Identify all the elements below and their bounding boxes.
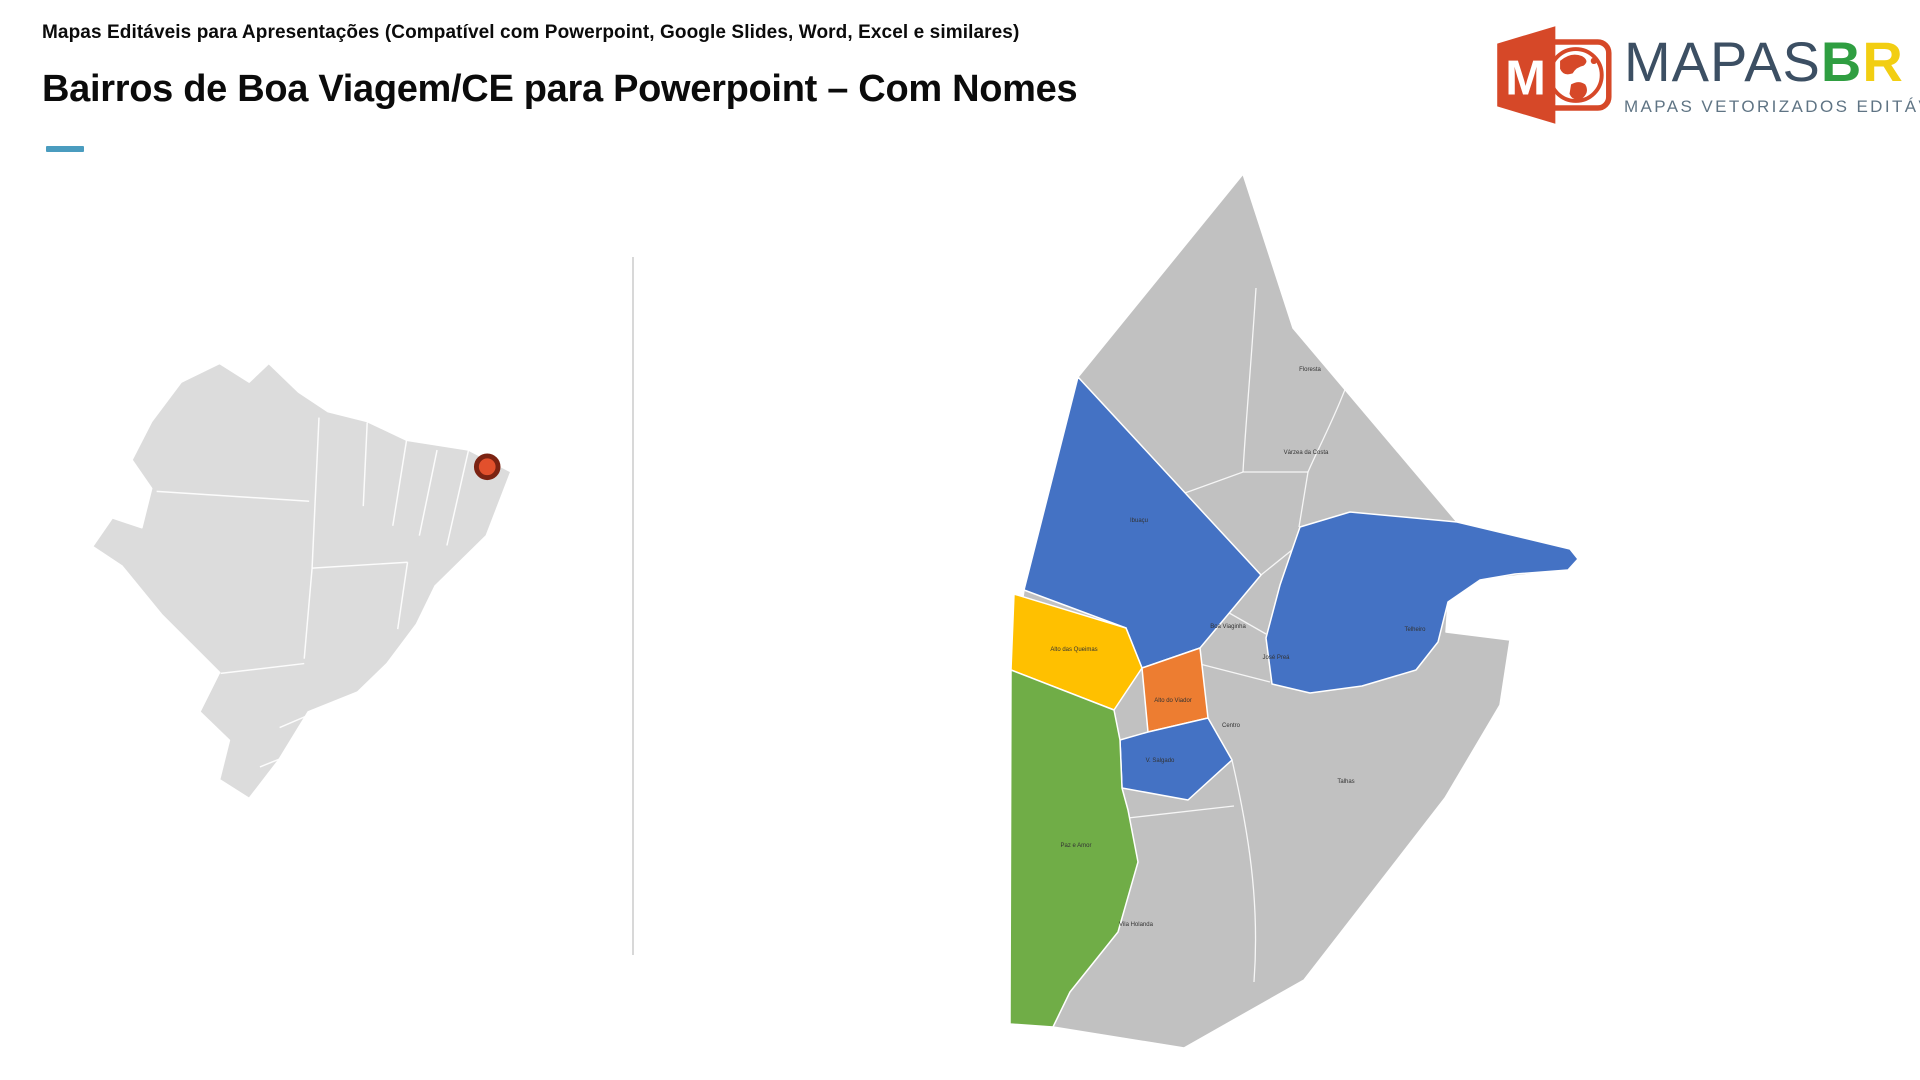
region-telheiro-arm [1265, 511, 1579, 694]
bairros-map: Ibuaçu Floresta Várzea da Costa Alto das… [1010, 173, 1579, 1049]
district-label: Alto das Queimas [1050, 647, 1097, 653]
mapasbr-logo: M MAPASBR MAPAS VETORIZADOS EDITÁVEIS [1494, 20, 1920, 130]
district-label: Telheiro [1404, 627, 1426, 633]
page-title: Bairros de Boa Viagem/CE para Powerpoint… [42, 68, 1078, 110]
district-label: Talhas [1337, 779, 1354, 785]
region-paz-e-amor [1010, 669, 1139, 1028]
brazil-silhouette [91, 362, 512, 800]
district-label: José Preá [1262, 655, 1290, 661]
bairro-borders [1127, 287, 1363, 983]
district-label: Paz e Amor [1060, 843, 1091, 849]
brazil-locator-map [91, 362, 512, 800]
district-label: Centro [1222, 723, 1241, 729]
district-label: Vila Holanda [1119, 922, 1154, 928]
svg-text:M: M [1505, 52, 1546, 106]
region-alto-das-queimas [1010, 593, 1143, 711]
bairro-labels: Ibuaçu Floresta Várzea da Costa Alto das… [1050, 367, 1426, 928]
title-accent-dash [46, 146, 84, 152]
district-label: Boa Viaginha [1210, 624, 1246, 630]
district-label: Várzea da Costa [1284, 450, 1329, 456]
district-label: V. Salgado [1146, 758, 1175, 764]
city-marker [473, 453, 501, 481]
district-label: Floresta [1299, 367, 1321, 373]
district-label: Ibuaçu [1130, 518, 1148, 524]
state-borders [156, 417, 470, 768]
vertical-divider [632, 257, 634, 955]
brand-tagline: MAPAS VETORIZADOS EDITÁVEIS [1624, 96, 1920, 116]
header-subtitle: Mapas Editáveis para Apresentações (Comp… [42, 22, 1020, 43]
district-label: Alto do Viador [1154, 698, 1192, 704]
mapasbr-logo-icon: M [1497, 26, 1612, 124]
m-plate [1497, 26, 1556, 124]
brand-name: MAPASBR [1624, 30, 1904, 94]
